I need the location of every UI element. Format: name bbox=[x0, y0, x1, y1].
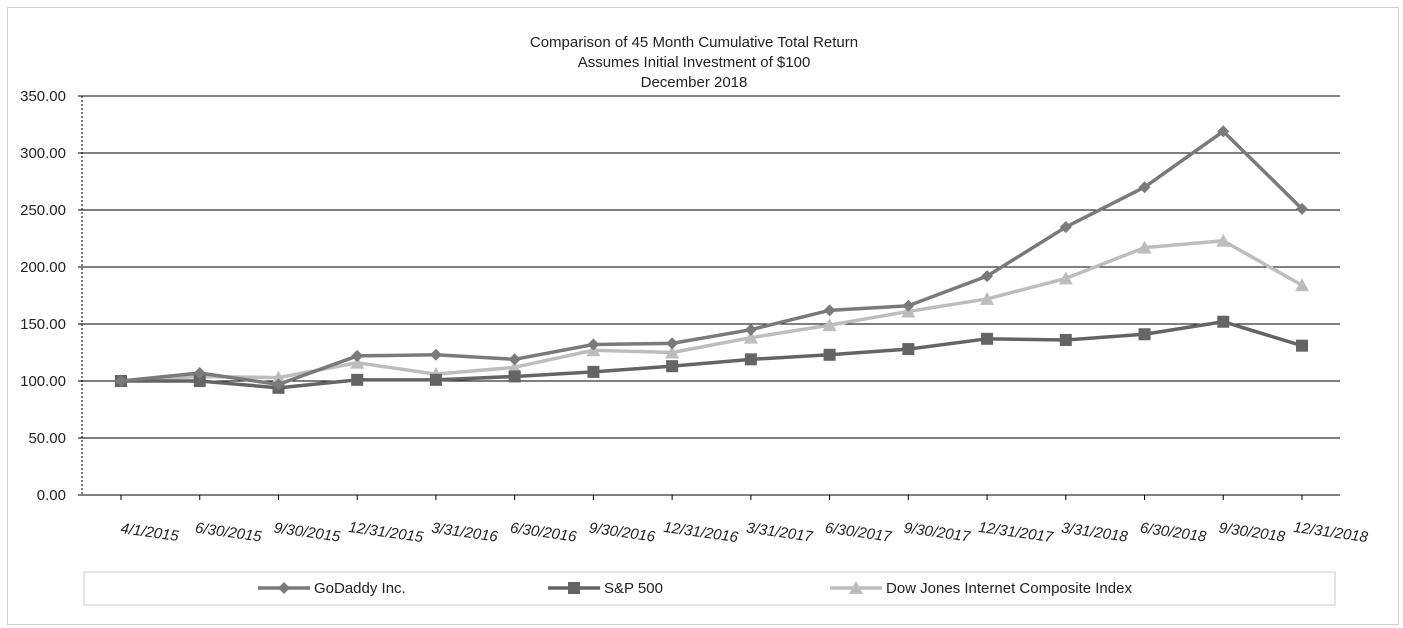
data-point bbox=[1295, 278, 1309, 292]
data-point bbox=[981, 332, 994, 345]
y-tick-label: 300.00 bbox=[20, 145, 66, 162]
data-point bbox=[587, 365, 600, 378]
data-point bbox=[980, 291, 995, 305]
data-point bbox=[271, 370, 286, 384]
series-line bbox=[120, 129, 1304, 387]
data-point bbox=[351, 373, 364, 386]
data-point bbox=[351, 349, 364, 362]
y-tick-label: 350.00 bbox=[20, 88, 66, 105]
data-point bbox=[902, 299, 915, 312]
data-point bbox=[1296, 202, 1308, 215]
data-point bbox=[429, 348, 442, 361]
y-tick-label: 200.00 bbox=[20, 259, 66, 276]
data-point bbox=[823, 348, 836, 361]
data-point bbox=[743, 330, 758, 344]
data-point bbox=[272, 378, 285, 391]
data-point bbox=[1138, 328, 1151, 341]
x-tick-label: 9/30/2016 bbox=[588, 519, 657, 545]
x-tick-label: 6/30/2018 bbox=[1139, 519, 1208, 545]
x-tick-label: 12/31/2016 bbox=[662, 519, 739, 546]
x-tick-label: 3/31/2016 bbox=[430, 519, 499, 545]
data-point bbox=[902, 343, 915, 356]
y-tick-label: 50.00 bbox=[28, 430, 66, 447]
data-point bbox=[1137, 240, 1152, 254]
y-tick-label: 100.00 bbox=[20, 373, 66, 390]
data-point bbox=[822, 318, 837, 332]
x-axis-tick-labels: 4/1/2015 6/30/2015 9/30/2015 12/31/2015 3/31… bbox=[120, 519, 1370, 546]
data-point bbox=[744, 323, 757, 336]
data-point bbox=[823, 304, 836, 317]
legend-swatch-marker bbox=[849, 581, 863, 594]
data-point bbox=[666, 337, 679, 350]
data-point bbox=[981, 270, 994, 283]
x-tick-label: 12/31/2015 bbox=[347, 519, 424, 546]
legend-label: S&P 500 bbox=[604, 580, 663, 597]
data-point bbox=[429, 373, 442, 386]
data-point bbox=[1059, 221, 1072, 234]
data-point bbox=[115, 375, 127, 387]
legend: GoDaddy Inc. S&P 500 Dow Jones Internet Co… bbox=[83, 571, 1336, 606]
y-tick-label: 250.00 bbox=[20, 202, 66, 219]
data-point bbox=[587, 338, 600, 351]
x-tick-label: 3/31/2017 bbox=[745, 519, 814, 545]
x-tick-label: 6/30/2017 bbox=[824, 519, 893, 545]
chart-title: Comparison of 45 Month Cumulative Total … bbox=[530, 34, 858, 91]
y-tick-label: 0.00 bbox=[37, 487, 66, 504]
chart-frame bbox=[7, 7, 1399, 625]
x-tick-label: 12/31/2018 bbox=[1292, 519, 1369, 546]
chart-title-line-1: Comparison of 45 Month Cumulative Total … bbox=[530, 34, 858, 51]
x-tick-label: 4/1/2015 bbox=[120, 520, 181, 545]
data-point bbox=[1059, 333, 1072, 346]
axes bbox=[78, 95, 1340, 500]
data-point bbox=[193, 375, 206, 387]
x-tick-label: 9/30/2017 bbox=[903, 519, 972, 545]
data-point bbox=[1216, 233, 1231, 247]
data-point bbox=[508, 353, 521, 366]
chart-title-line-3: December 2018 bbox=[641, 74, 748, 91]
data-point bbox=[508, 370, 521, 383]
chart-title-line-2: Assumes Initial Investment of $100 bbox=[578, 54, 811, 71]
legend-label: Dow Jones Internet Composite Index bbox=[886, 580, 1132, 597]
legend-label: GoDaddy Inc. bbox=[314, 580, 406, 597]
y-axis-tick-labels: 0.00 50.00 100.00 150.00 200.00 250.00 300.00 3… bbox=[20, 88, 66, 504]
x-tick-label: 6/30/2015 bbox=[194, 519, 263, 545]
y-tick-label: 150.00 bbox=[20, 316, 66, 333]
data-point bbox=[1058, 271, 1073, 285]
data-point bbox=[507, 360, 522, 374]
data-point bbox=[666, 360, 679, 373]
data-point bbox=[1296, 339, 1308, 352]
x-tick-label: 9/30/2015 bbox=[273, 519, 342, 545]
series-square bbox=[115, 315, 1308, 394]
data-series bbox=[114, 125, 1309, 394]
series-diamond bbox=[115, 125, 1308, 391]
x-tick-label: 6/30/2016 bbox=[509, 519, 578, 545]
legend-swatch-marker bbox=[568, 582, 580, 594]
x-tick-label: 9/30/2018 bbox=[1218, 519, 1287, 545]
data-point bbox=[350, 355, 365, 369]
data-point bbox=[1138, 181, 1151, 194]
data-point bbox=[193, 367, 206, 380]
data-point bbox=[744, 353, 757, 366]
data-point bbox=[1217, 315, 1230, 328]
series-line bbox=[120, 239, 1303, 383]
series-line bbox=[121, 319, 1303, 390]
x-tick-label: 3/31/2018 bbox=[1060, 519, 1129, 545]
data-point bbox=[665, 345, 680, 359]
legend-swatch-marker bbox=[278, 582, 290, 594]
x-tick-label: 12/31/2017 bbox=[977, 519, 1054, 546]
data-point bbox=[1217, 125, 1230, 138]
